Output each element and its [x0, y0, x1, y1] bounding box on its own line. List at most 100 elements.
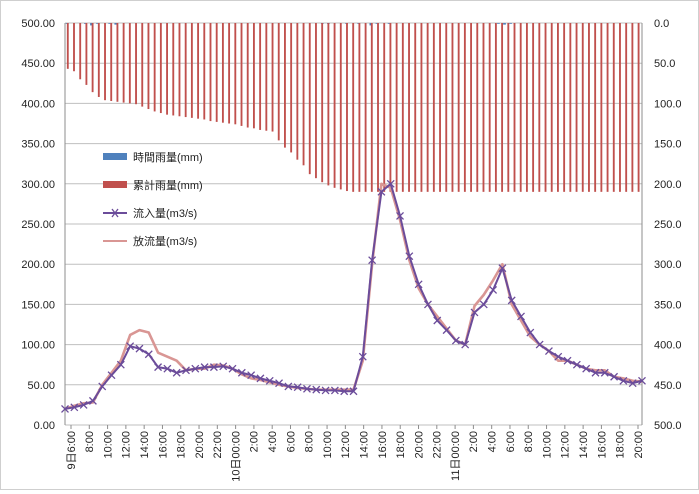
- inflow-marker: [414, 280, 423, 289]
- cumulative-rain-bar: [550, 23, 553, 192]
- cumulative-rain-bar: [252, 23, 255, 129]
- cumulative-rain-bar: [265, 23, 268, 131]
- inflow-marker: [451, 336, 460, 345]
- cumulative-rain-bar: [476, 23, 479, 192]
- right-tick-label: 100.0: [654, 98, 682, 110]
- cumulative-rain-bar: [364, 23, 367, 192]
- cumulative-rain-bar: [228, 23, 231, 124]
- inflow-marker: [135, 344, 144, 353]
- cumulative-rain-bar: [271, 23, 274, 132]
- inflow-marker: [507, 296, 516, 305]
- right-tick-label: 300.0: [654, 259, 682, 271]
- hourly-rain-bar: [503, 23, 506, 25]
- x-tick-label: 4:00: [267, 431, 279, 452]
- inflow-marker: [517, 312, 525, 321]
- cumulative-rain-bar: [439, 23, 441, 192]
- inflow-marker: [489, 285, 498, 294]
- inflow-marker: [582, 364, 591, 373]
- legend-label: 流入量(m3/s): [133, 206, 197, 220]
- hourly-rain-bar: [497, 23, 500, 24]
- x-tick-label: 14:00: [578, 431, 590, 459]
- x-tick-label: 16:00: [596, 431, 608, 459]
- cumulative-rain-bar: [128, 23, 131, 104]
- cumulative-rain-bar: [159, 23, 162, 114]
- legend-item: 時間雨量(mm): [103, 151, 203, 164]
- cumulative-rain-bar: [215, 23, 218, 122]
- inflow-marker: [256, 374, 265, 383]
- rain-bars: [65, 23, 640, 192]
- cumulative-rain-bar: [166, 23, 168, 115]
- right-tick-label: 200.0: [654, 179, 682, 191]
- cumulative-rain-bar: [234, 23, 237, 125]
- x-tick-label: 12:00: [121, 431, 133, 459]
- inflow-marker: [172, 368, 181, 377]
- cumulative-rain-bar: [606, 23, 609, 192]
- inflow-marker: [200, 363, 209, 372]
- cumulative-rain-bar: [538, 23, 541, 192]
- legend-item: 放流量(m3/s): [103, 234, 197, 248]
- cumulative-rain-bar: [290, 23, 293, 153]
- x-tick-label: 20:00: [633, 431, 645, 459]
- cumulative-rain-bar: [525, 23, 528, 192]
- flow-lines: [61, 179, 646, 413]
- inflow-marker: [600, 368, 609, 377]
- inflow-marker: [423, 300, 432, 309]
- x-tick-label: 12:00: [340, 431, 352, 459]
- cumulative-rain-bar: [259, 23, 262, 130]
- left-tick-label: 0.00: [34, 420, 55, 432]
- cumulative-rain-bar: [532, 23, 535, 192]
- inflow-marker: [386, 179, 395, 188]
- right-tick-label: 0.0: [654, 18, 669, 30]
- inflow-marker: [98, 382, 107, 391]
- cumulative-rain-bar: [625, 23, 628, 192]
- cumulative-rain-bar: [79, 23, 82, 80]
- x-tick-label: 14:00: [139, 431, 151, 459]
- inflow-marker: [619, 376, 628, 385]
- x-tick-label: 9日6:00: [66, 431, 78, 470]
- x-tick-label: 10:00: [102, 431, 114, 459]
- cumulative-rain-bar: [507, 23, 510, 192]
- cumulative-rain-bar: [321, 23, 324, 183]
- right-tick-label: 50.0: [654, 58, 675, 70]
- inflow-marker: [554, 352, 563, 361]
- cumulative-rain-bar: [463, 23, 466, 192]
- inflow-marker: [610, 372, 619, 381]
- cumulative-rain-bar: [184, 23, 187, 118]
- inflow-marker: [209, 363, 218, 372]
- inflow-marker: [377, 187, 386, 196]
- legend-item: 累計雨量(mm): [103, 178, 203, 192]
- cumulative-rain-bar: [445, 23, 448, 192]
- left-tick-label: 450.00: [21, 58, 55, 70]
- inflow-marker: [330, 386, 339, 395]
- inflow-marker: [349, 387, 358, 396]
- x-tick-label: 6:00: [505, 431, 517, 452]
- cumulative-rain-bar: [426, 23, 429, 192]
- cumulative-rain-bar: [240, 23, 243, 126]
- cumulative-rain-bar: [414, 23, 417, 192]
- cumulative-rain-bar: [85, 23, 88, 85]
- cumulative-rain-bar: [519, 23, 522, 192]
- hourly-rain-bar: [96, 23, 99, 24]
- x-tick-label: 8:00: [84, 431, 96, 452]
- hourly-rain-bar: [90, 23, 93, 26]
- cumulative-rain-bar: [451, 23, 454, 192]
- cumulative-rain-bar: [600, 23, 603, 192]
- cumulative-rain-bar: [190, 23, 193, 118]
- inflow-marker: [126, 342, 135, 351]
- inflow-marker: [321, 386, 330, 395]
- x-tick-label: 22:00: [432, 431, 444, 459]
- inflow-marker: [470, 308, 479, 317]
- right-tick-label: 150.0: [654, 139, 682, 151]
- hourly-rain-bar: [84, 23, 87, 24]
- inflow-marker: [572, 360, 581, 369]
- cumulative-rain-bar: [377, 23, 379, 192]
- x-tick-label: 18:00: [176, 431, 188, 459]
- legend-swatch: [103, 153, 127, 160]
- cumulative-rain-bar: [110, 23, 113, 101]
- left-axis-ticks: 0.00 50.00 100.00 150.00 200.00 250.00 300.00 3…: [21, 18, 55, 432]
- hourly-rain-bar: [375, 23, 379, 24]
- inflow-marker: [535, 340, 544, 349]
- cumulative-rain-bar: [221, 23, 224, 123]
